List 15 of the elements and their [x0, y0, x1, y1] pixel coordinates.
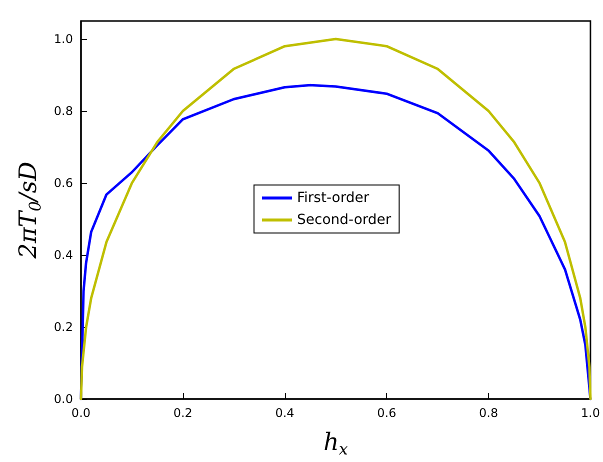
x-tick-label: 0.4 — [275, 406, 294, 420]
y-tick-label: 0.2 — [54, 320, 73, 334]
y-tick-label: 0.4 — [54, 248, 73, 262]
x-tick-label: 0.2 — [173, 406, 192, 420]
y-tick-label: 1.0 — [54, 32, 73, 46]
y-tick-label: 0.0 — [54, 392, 73, 406]
y-tick-label: 0.6 — [54, 176, 73, 190]
x-tick-label: 0.8 — [479, 406, 498, 420]
x-tick-label: 1.0 — [580, 406, 600, 420]
y-axis-title: 2πT0/sD — [14, 162, 44, 260]
y-tick-label: 0.8 — [54, 104, 73, 118]
x-tick-label: 0.6 — [377, 406, 396, 420]
x-tick-label: 0.0 — [71, 406, 91, 420]
legend-label: First-order — [297, 190, 370, 206]
legend-label: Second-order — [297, 212, 392, 228]
